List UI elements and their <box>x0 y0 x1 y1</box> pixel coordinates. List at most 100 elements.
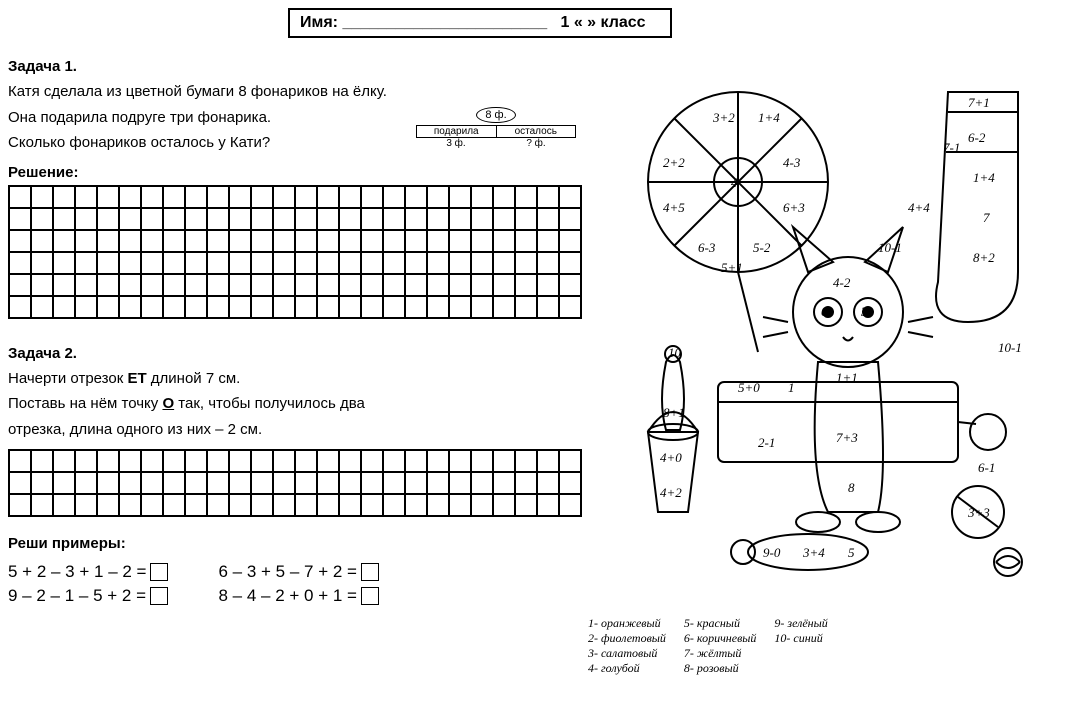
grid-cell[interactable] <box>295 494 317 516</box>
grid-cell[interactable] <box>339 186 361 208</box>
grid-cell[interactable] <box>251 230 273 252</box>
grid-cell[interactable] <box>251 450 273 472</box>
grid-cell[interactable] <box>405 252 427 274</box>
grid-cell[interactable] <box>317 450 339 472</box>
grid-cell[interactable] <box>141 274 163 296</box>
grid-cell[interactable] <box>9 494 31 516</box>
grid-cell[interactable] <box>493 208 515 230</box>
grid-cell[interactable] <box>273 252 295 274</box>
grid-cell[interactable] <box>97 450 119 472</box>
grid-cell[interactable] <box>97 186 119 208</box>
grid-cell[interactable] <box>493 296 515 318</box>
grid-cell[interactable] <box>537 252 559 274</box>
grid-cell[interactable] <box>75 186 97 208</box>
grid-cell[interactable] <box>53 274 75 296</box>
grid-cell[interactable] <box>493 274 515 296</box>
grid-cell[interactable] <box>141 230 163 252</box>
grid-cell[interactable] <box>361 186 383 208</box>
grid-cell[interactable] <box>31 296 53 318</box>
grid-cell[interactable] <box>405 230 427 252</box>
grid-cell[interactable] <box>251 472 273 494</box>
grid-cell[interactable] <box>317 472 339 494</box>
grid-cell[interactable] <box>295 472 317 494</box>
grid-cell[interactable] <box>163 208 185 230</box>
grid-cell[interactable] <box>471 208 493 230</box>
grid-cell[interactable] <box>449 230 471 252</box>
grid-cell[interactable] <box>53 208 75 230</box>
grid-cell[interactable] <box>75 252 97 274</box>
grid-cell[interactable] <box>251 186 273 208</box>
grid-cell[interactable] <box>317 494 339 516</box>
grid-cell[interactable] <box>207 252 229 274</box>
grid-cell[interactable] <box>493 252 515 274</box>
grid-cell[interactable] <box>339 208 361 230</box>
grid-cell[interactable] <box>449 494 471 516</box>
grid-cell[interactable] <box>251 208 273 230</box>
grid-cell[interactable] <box>339 296 361 318</box>
grid-cell[interactable] <box>75 274 97 296</box>
grid-cell[interactable] <box>427 450 449 472</box>
grid-cell[interactable] <box>515 230 537 252</box>
grid-cell[interactable] <box>229 186 251 208</box>
grid-cell[interactable] <box>251 252 273 274</box>
name-blank[interactable]: _______________________ <box>342 14 547 31</box>
grid-cell[interactable] <box>9 230 31 252</box>
grid-cell[interactable] <box>207 274 229 296</box>
grid-cell[interactable] <box>163 472 185 494</box>
grid-cell[interactable] <box>53 186 75 208</box>
grid-cell[interactable] <box>119 472 141 494</box>
grid-cell[interactable] <box>471 450 493 472</box>
grid-cell[interactable] <box>185 296 207 318</box>
grid-cell[interactable] <box>317 252 339 274</box>
grid-cell[interactable] <box>229 494 251 516</box>
grid-cell[interactable] <box>9 208 31 230</box>
grid-cell[interactable] <box>229 274 251 296</box>
grid-cell[interactable] <box>405 494 427 516</box>
grid-cell[interactable] <box>427 208 449 230</box>
grid-cell[interactable] <box>361 296 383 318</box>
grid-cell[interactable] <box>427 494 449 516</box>
coloring-picture[interactable]: 3+2 1+4 2+2 4-3 4+5 6+3 6-3 5-2 5+1 10-1… <box>588 52 1058 612</box>
grid-cell[interactable] <box>383 494 405 516</box>
grid-cell[interactable] <box>405 450 427 472</box>
grid-cell[interactable] <box>163 296 185 318</box>
grid-cell[interactable] <box>449 296 471 318</box>
grid-cell[interactable] <box>185 472 207 494</box>
grid-cell[interactable] <box>185 230 207 252</box>
grid-cell[interactable] <box>427 296 449 318</box>
grid-cell[interactable] <box>537 472 559 494</box>
grid-cell[interactable] <box>361 450 383 472</box>
grid-cell[interactable] <box>405 296 427 318</box>
grid-cell[interactable] <box>119 252 141 274</box>
grid-cell[interactable] <box>229 472 251 494</box>
grid-cell[interactable] <box>383 472 405 494</box>
grid-cell[interactable] <box>515 186 537 208</box>
grid-cell[interactable] <box>493 494 515 516</box>
grid-cell[interactable] <box>515 274 537 296</box>
grid-cell[interactable] <box>53 230 75 252</box>
grid-cell[interactable] <box>31 208 53 230</box>
grid-cell[interactable] <box>427 230 449 252</box>
grid-cell[interactable] <box>141 208 163 230</box>
grid-cell[interactable] <box>97 472 119 494</box>
grid-cell[interactable] <box>361 230 383 252</box>
grid-cell[interactable] <box>207 230 229 252</box>
grid-cell[interactable] <box>383 208 405 230</box>
grid-cell[interactable] <box>339 450 361 472</box>
grid-cell[interactable] <box>449 186 471 208</box>
grid-cell[interactable] <box>141 472 163 494</box>
grid-cell[interactable] <box>53 296 75 318</box>
grid-cell[interactable] <box>427 186 449 208</box>
grid-cell[interactable] <box>207 296 229 318</box>
grid-cell[interactable] <box>361 252 383 274</box>
grid-cell[interactable] <box>141 450 163 472</box>
grid-cell[interactable] <box>317 274 339 296</box>
grid-cell[interactable] <box>53 252 75 274</box>
grid-cell[interactable] <box>119 230 141 252</box>
grid-cell[interactable] <box>251 296 273 318</box>
grid-cell[interactable] <box>295 252 317 274</box>
grid-cell[interactable] <box>229 450 251 472</box>
grid-cell[interactable] <box>75 296 97 318</box>
grid-cell[interactable] <box>251 274 273 296</box>
grid-cell[interactable] <box>207 186 229 208</box>
